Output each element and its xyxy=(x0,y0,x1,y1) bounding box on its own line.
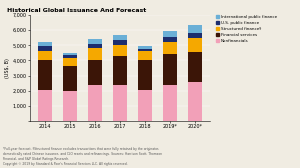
Bar xyxy=(38,42,52,46)
Y-axis label: (US$, B): (US$, B) xyxy=(5,58,10,78)
Bar xyxy=(188,33,202,38)
Bar xyxy=(63,66,77,91)
Legend: International public finance, U.S. public finance, Structured finance§, Financia: International public finance, U.S. publi… xyxy=(216,15,277,43)
Bar xyxy=(113,40,127,45)
Bar xyxy=(138,60,152,90)
Bar xyxy=(63,58,77,66)
Bar xyxy=(163,85,177,121)
Bar xyxy=(113,85,127,121)
Bar xyxy=(188,25,202,33)
Bar xyxy=(88,48,102,60)
Bar xyxy=(138,49,152,51)
Bar xyxy=(138,46,152,49)
Bar xyxy=(138,51,152,60)
Bar xyxy=(163,31,177,37)
Bar xyxy=(188,82,202,121)
Text: *Full-year forecast. §Structured finance excludes transactions that were fully r: *Full-year forecast. §Structured finance… xyxy=(3,147,162,166)
Bar xyxy=(163,37,177,42)
Bar xyxy=(63,91,77,121)
Bar xyxy=(113,56,127,85)
Bar xyxy=(63,53,77,55)
Bar xyxy=(63,55,77,58)
Bar xyxy=(38,90,52,121)
Bar xyxy=(113,35,127,40)
Bar xyxy=(88,85,102,121)
Bar xyxy=(88,44,102,48)
Bar xyxy=(113,45,127,56)
Bar xyxy=(88,60,102,85)
Bar xyxy=(163,54,177,85)
Bar xyxy=(88,39,102,44)
Bar xyxy=(38,46,52,51)
Bar xyxy=(163,41,177,54)
Bar xyxy=(38,60,52,90)
Bar xyxy=(38,51,52,60)
Bar xyxy=(188,52,202,82)
Bar xyxy=(188,38,202,52)
Text: Historical Global Issuance And Forecast: Historical Global Issuance And Forecast xyxy=(7,8,146,13)
Bar xyxy=(138,90,152,121)
